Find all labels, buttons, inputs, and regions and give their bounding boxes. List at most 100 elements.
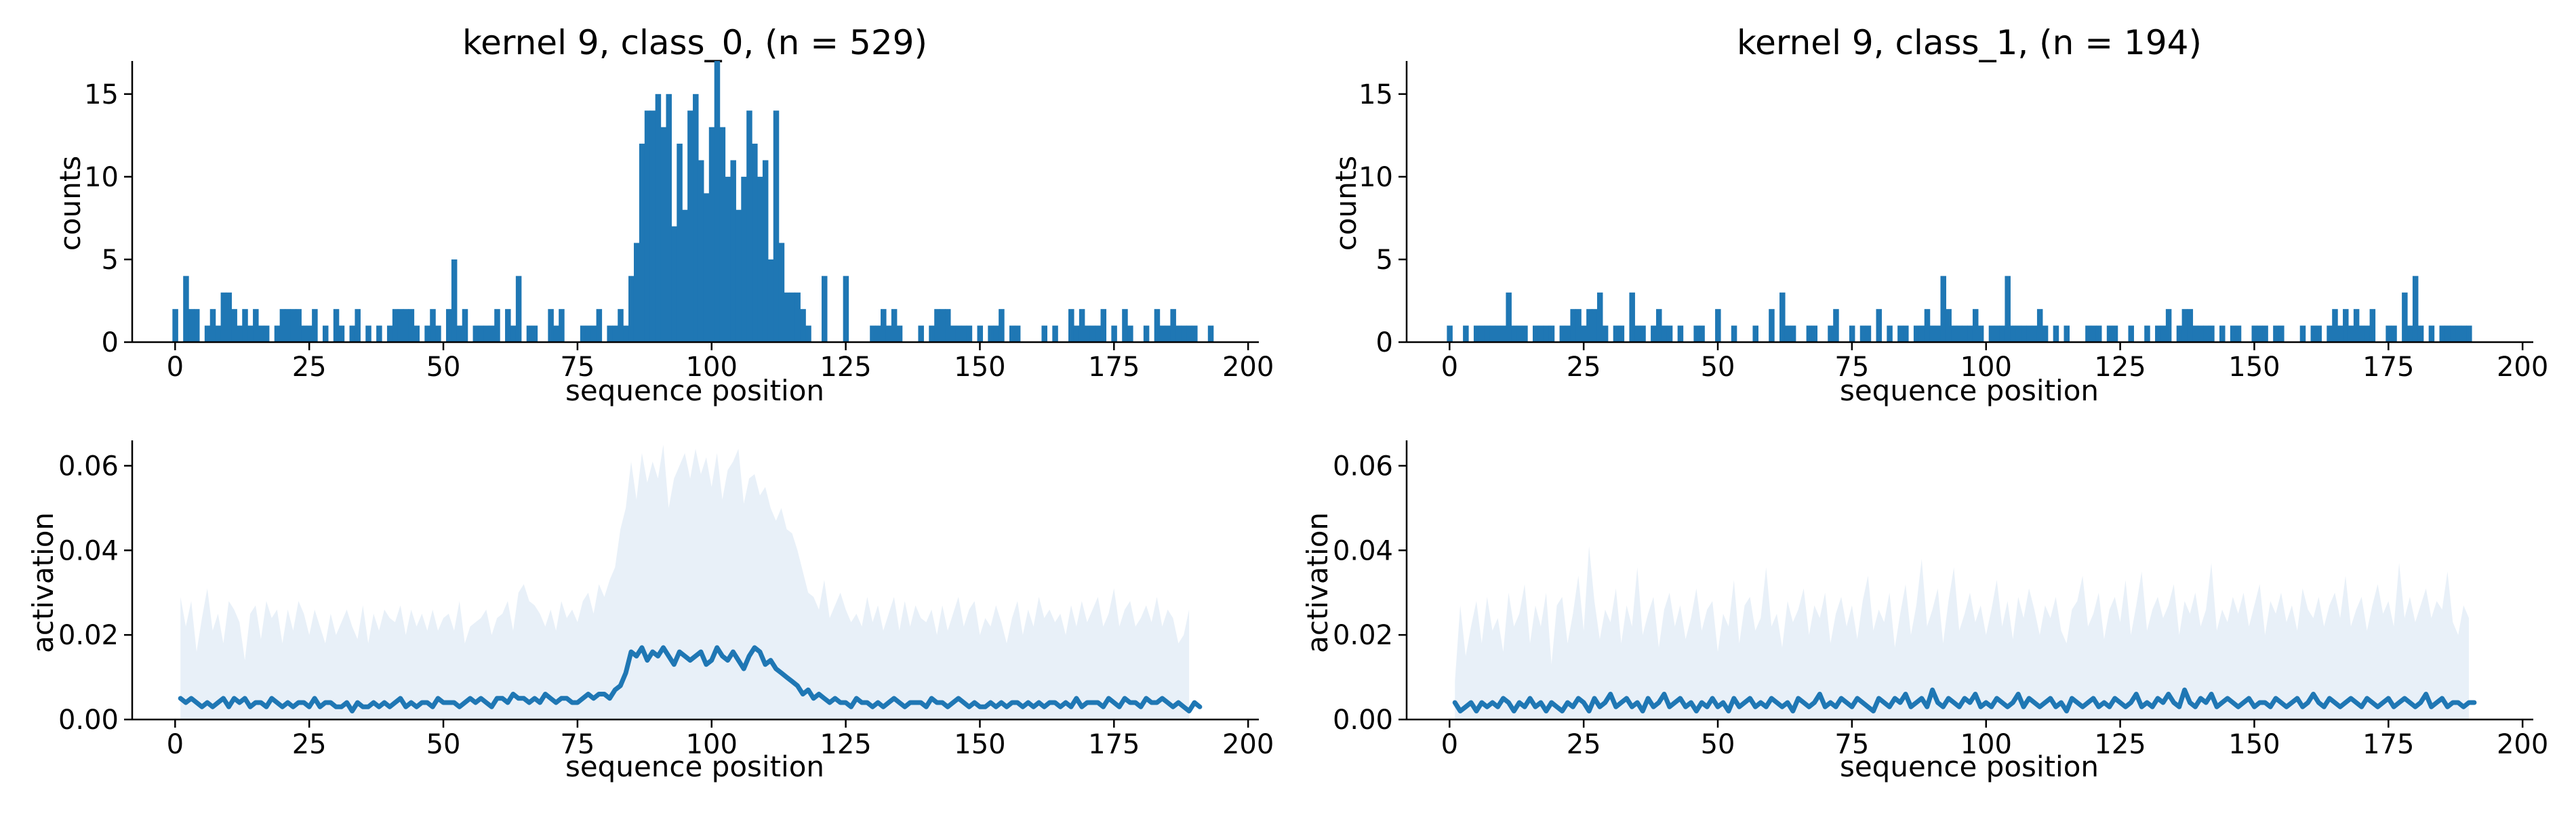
bar: [966, 325, 973, 342]
bar: [2165, 309, 2172, 342]
bar: [2417, 325, 2424, 342]
bar: [2053, 325, 2059, 342]
x-tick-label: 200: [1222, 352, 1274, 383]
x-tick-label: 75: [560, 352, 595, 383]
bar: [1500, 325, 1507, 342]
bar: [2386, 325, 2392, 342]
bar: [526, 325, 533, 342]
bar: [1159, 325, 1166, 342]
bar: [2461, 325, 2467, 342]
bar: [2209, 325, 2215, 342]
bar: [2358, 325, 2365, 342]
bar: [2428, 325, 2435, 342]
y-axis-label: activation: [1301, 512, 1334, 653]
bar: [1175, 325, 1182, 342]
bar: [1079, 309, 1085, 342]
x-axis-label: sequence position: [565, 750, 824, 783]
bar: [767, 259, 774, 342]
bar: [1596, 292, 1603, 342]
bar: [660, 127, 667, 342]
bar: [891, 309, 898, 342]
x-tick-label: 0: [167, 729, 184, 760]
bar: [435, 325, 441, 342]
bar: [2262, 325, 2268, 342]
y-tick-label: 0.04: [1333, 535, 1393, 566]
bar: [1752, 325, 1758, 342]
y-tick-label: 15: [84, 79, 119, 110]
y-tick-label: 0.06: [1333, 451, 1393, 482]
bar: [451, 259, 458, 342]
bar: [215, 325, 222, 342]
bar: [472, 325, 479, 342]
bar: [333, 309, 340, 342]
bar: [940, 309, 946, 342]
bar: [1506, 292, 1512, 342]
bar: [1602, 325, 1609, 342]
bar: [242, 309, 248, 342]
bar: [285, 309, 291, 342]
bar: [714, 61, 721, 342]
bar: [386, 325, 393, 342]
bar: [1618, 325, 1625, 342]
bar: [290, 309, 296, 342]
bar: [693, 93, 699, 342]
bar: [934, 309, 940, 342]
bar: [1511, 325, 1517, 342]
x-tick-label: 125: [820, 729, 871, 760]
bar: [1988, 325, 1995, 342]
bar: [999, 309, 1005, 342]
bar: [2353, 309, 2360, 342]
bar: [1111, 325, 1117, 342]
bar: [1666, 325, 1673, 342]
bar: [1661, 325, 1668, 342]
bar: [2257, 325, 2263, 342]
bar: [881, 309, 887, 342]
bar: [736, 209, 742, 342]
bar: [1095, 325, 1102, 342]
bar: [612, 325, 618, 342]
activation-band: [180, 444, 1190, 720]
x-tick-label: 75: [560, 729, 595, 760]
bar: [1516, 325, 1523, 342]
bar: [2032, 325, 2038, 342]
bar: [1089, 325, 1096, 342]
bar: [494, 309, 500, 342]
bar: [639, 144, 645, 342]
histogram-class-0: 0 25 50 75 100 125 150 175 200 0 5 10 15: [84, 61, 1274, 383]
bar: [2026, 325, 2032, 342]
bar: [805, 325, 811, 342]
bar: [1613, 325, 1619, 342]
bar: [1181, 325, 1187, 342]
activation-band: [1455, 546, 2469, 720]
bar: [1052, 325, 1058, 342]
bar: [821, 276, 828, 342]
x-axis-label: sequence position: [565, 374, 824, 407]
bar: [220, 292, 227, 342]
x-tick-label: 150: [2228, 352, 2280, 383]
bar: [698, 160, 704, 342]
bar: [1100, 309, 1107, 342]
bar: [945, 309, 951, 342]
bar: [2348, 325, 2354, 342]
bar: [424, 325, 430, 342]
panel-top-left: kernel 9, class_0, (n = 529) 0 25 50 75 100 1…: [54, 23, 1274, 407]
bar: [955, 325, 962, 342]
bar: [1559, 325, 1566, 342]
bar: [2391, 325, 2397, 342]
bar: [263, 325, 270, 342]
bar: [414, 325, 420, 342]
bar: [789, 292, 796, 342]
x-axis-label: sequence position: [1840, 750, 2099, 783]
bar: [301, 325, 307, 342]
bar: [1207, 325, 1214, 342]
bar: [2299, 325, 2306, 342]
bar: [1041, 325, 1047, 342]
bar: [462, 309, 468, 342]
bar: [365, 325, 371, 342]
bar: [1537, 325, 1544, 342]
bar: [2091, 325, 2097, 342]
bar: [253, 309, 259, 342]
bar: [1951, 325, 1957, 342]
bar: [204, 325, 211, 342]
bar: [2235, 325, 2242, 342]
